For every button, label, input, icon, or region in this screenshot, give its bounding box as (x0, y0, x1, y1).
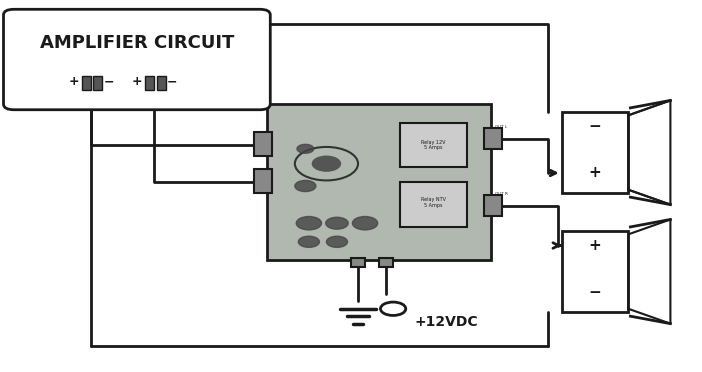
Circle shape (326, 217, 348, 229)
Circle shape (298, 236, 319, 247)
Bar (484, 195, 502, 216)
Text: OUT L: OUT L (495, 125, 507, 129)
Circle shape (326, 236, 347, 247)
Bar (157, 76, 166, 90)
Text: +12VDC: +12VDC (414, 315, 478, 329)
Text: −: − (167, 76, 177, 88)
Circle shape (312, 156, 340, 171)
Bar (484, 128, 502, 149)
Bar (145, 76, 154, 90)
Bar (254, 169, 272, 193)
Bar (562, 112, 628, 193)
Bar (379, 258, 393, 267)
Text: +: + (131, 76, 143, 88)
Bar (267, 104, 491, 260)
Text: −: − (588, 285, 601, 299)
Bar (254, 132, 272, 156)
Circle shape (297, 144, 314, 153)
Bar (82, 76, 91, 90)
Bar (93, 76, 102, 90)
Text: −: − (104, 76, 114, 88)
Text: Relay 12V
5 Amps: Relay 12V 5 Amps (421, 140, 445, 151)
Bar (400, 123, 467, 167)
Circle shape (296, 217, 322, 230)
Text: OUT R: OUT R (495, 192, 508, 196)
Text: +: + (68, 76, 79, 88)
Text: −: − (588, 119, 601, 134)
Bar (562, 231, 628, 312)
Bar (351, 258, 365, 267)
FancyBboxPatch shape (4, 9, 270, 110)
Bar (400, 182, 467, 227)
Text: Relay NTV
5 Amps: Relay NTV 5 Amps (420, 197, 446, 208)
Circle shape (295, 180, 316, 192)
Text: AMPLIFIER CIRCUIT: AMPLIFIER CIRCUIT (40, 35, 234, 52)
Text: +: + (588, 238, 601, 253)
Text: +: + (588, 166, 601, 180)
Circle shape (352, 217, 378, 230)
